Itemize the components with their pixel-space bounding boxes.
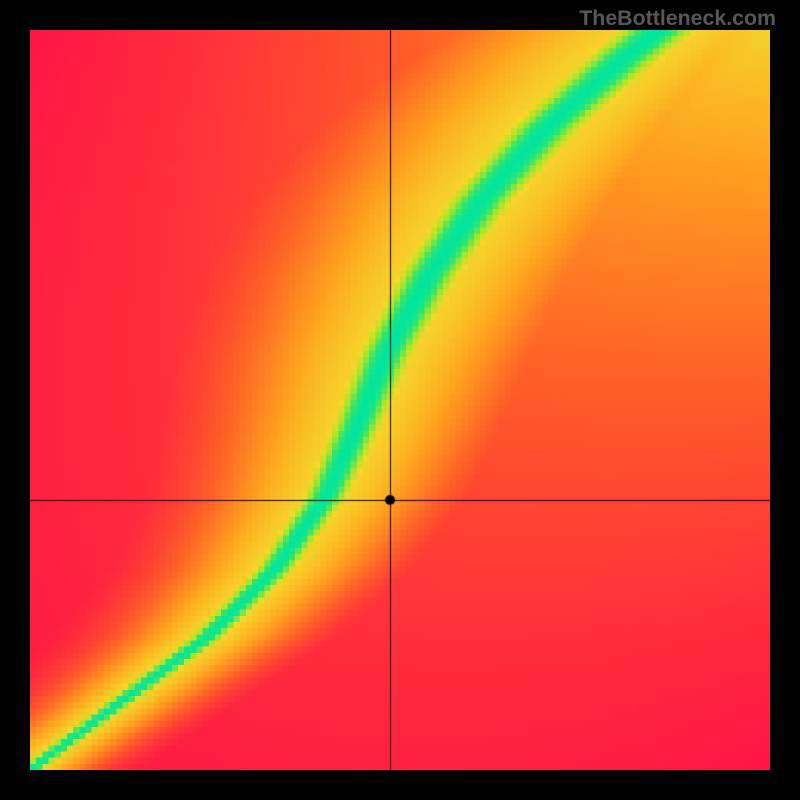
bottleneck-heatmap (30, 30, 770, 770)
watermark-text: TheBottleneck.com (579, 6, 776, 31)
